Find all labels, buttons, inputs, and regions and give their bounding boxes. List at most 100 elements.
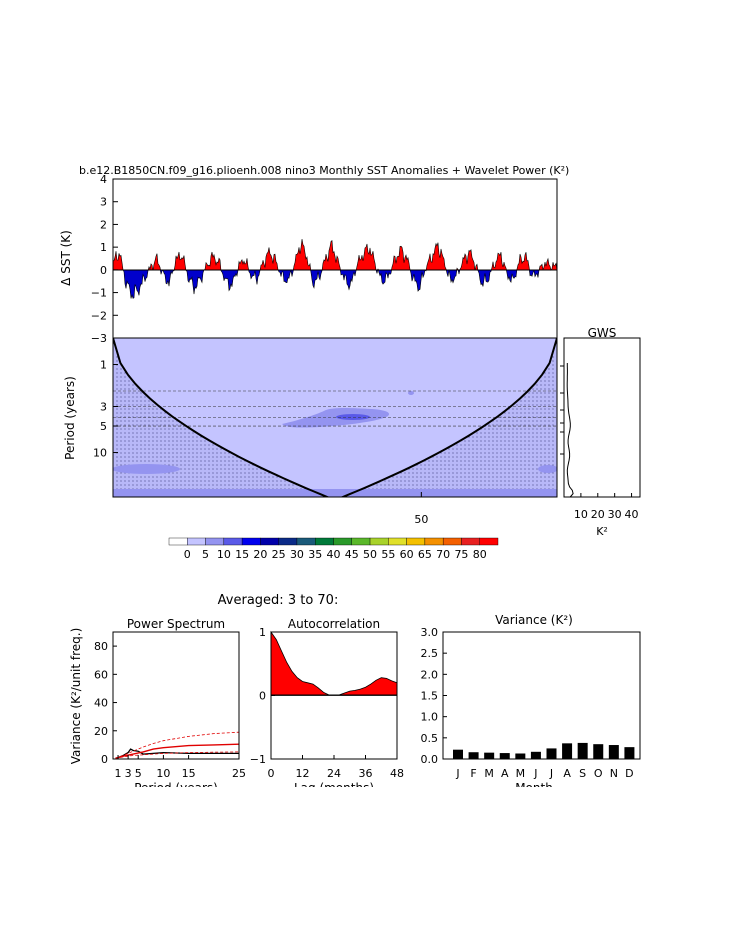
- colorbar-label: 45: [345, 548, 359, 561]
- variance-month-label: O: [594, 767, 603, 780]
- sst-y-tick-label: 3: [100, 196, 107, 209]
- power-spectrum-panel: Power Spectrum 0 20 40 60 80 1 3 5 10 15 25 Varia…: [69, 617, 246, 795]
- variance-bar: [562, 743, 573, 759]
- variance-frame: [442, 631, 641, 760]
- gws-x-axis-label: K²: [596, 525, 608, 538]
- power-spectrum-y-tick-label: 0: [101, 753, 108, 766]
- autocorrelation-x-tick-label: 24: [327, 767, 341, 780]
- variance-bars: [453, 742, 635, 759]
- gws-x-tick-label: 10: [574, 508, 588, 521]
- variance-bar: [577, 742, 588, 759]
- wavelet-power-panel: 1 3 5 10 50 Period (years): [63, 337, 558, 526]
- colorbar-label: 10: [217, 548, 231, 561]
- wavelet-contour-right: [538, 465, 557, 473]
- gws-x-tick-label: 20: [591, 508, 605, 521]
- colorbar-label: 80: [473, 548, 487, 561]
- colorbar-swatch: [333, 537, 352, 546]
- wavelet-contour-bottom: [113, 489, 557, 497]
- variance-bar: [484, 752, 495, 759]
- sst-negative-fill: [113, 269, 557, 299]
- colorbar-label: 65: [418, 548, 432, 561]
- sst-y-tick-label: 0: [100, 264, 107, 277]
- power-spectrum-y-axis-label: Variance (K²/unit freq.): [69, 628, 83, 765]
- colorbar-label: 25: [272, 548, 286, 561]
- autocorrelation-x-tick-label: 12: [296, 767, 310, 780]
- variance-bar: [546, 748, 557, 759]
- colorbar-label: 55: [381, 548, 395, 561]
- gws-x-tick-label: 30: [608, 508, 622, 521]
- power-spectrum-title: Power Spectrum: [127, 617, 225, 631]
- colorbar-swatch: [296, 537, 316, 546]
- autocorrelation-x-tick-label: 0: [268, 767, 275, 780]
- sst-positive-fill: [113, 239, 557, 270]
- variance-month-label: F: [470, 767, 476, 780]
- variance-bar: [608, 745, 619, 759]
- wavelet-y-tick-label: 3: [100, 401, 107, 414]
- power-spectrum-series-1: [115, 743, 239, 759]
- colorbar-swatch: [278, 537, 298, 546]
- wavelet-y-axis-label: Period (years): [63, 376, 77, 460]
- variance-month-label: M: [516, 767, 526, 780]
- gws-y-ticks: [560, 365, 564, 455]
- variance-month-label: J: [455, 767, 459, 780]
- colorbar-swatch: [187, 537, 206, 546]
- colorbar-swatch: [241, 537, 261, 546]
- colorbar-label: 35: [308, 548, 322, 561]
- variance-y-tick-label: 0.5: [421, 732, 439, 745]
- power-spectrum-series-3: [115, 751, 239, 759]
- colorbar-swatch: [168, 537, 188, 546]
- colorbar-label: 15: [235, 548, 249, 561]
- figure-title: b.e12.B1850CN.f09_g16.plioenh.008 nino3 …: [79, 164, 569, 177]
- autocorrelation-area: [270, 630, 398, 696]
- power-spectrum-x-tick-label: 25: [232, 767, 246, 780]
- wavelet-y-tick-label: 1: [100, 359, 107, 372]
- power-spectrum-y-tick-label: 40: [94, 697, 108, 710]
- colorbar-swatch: [223, 537, 243, 546]
- power-spectrum-series-2: [115, 731, 239, 759]
- sst-y-tick-label: −2: [91, 309, 107, 322]
- wavelet-contour-enso-peak: [336, 414, 370, 420]
- colorbar-label: 75: [454, 548, 468, 561]
- variance-y-tick-label: 0.0: [421, 753, 439, 766]
- colorbar-label: 30: [290, 548, 304, 561]
- colorbar-swatch: [388, 537, 407, 546]
- colorbar-swatch: [424, 537, 444, 546]
- colorbar-label: 40: [327, 548, 341, 561]
- autocorrelation-x-tick-label: 36: [359, 767, 373, 780]
- power-spectrum-x-tick-label: 5: [135, 767, 142, 780]
- gws-frame: [563, 337, 641, 498]
- colorbar-swatch: [351, 537, 371, 546]
- autocorrelation-y-tick-label: 1: [259, 626, 266, 639]
- variance-bar: [499, 753, 510, 759]
- colorbar-label: 50: [363, 548, 377, 561]
- variance-bar: [624, 747, 635, 759]
- wavelet-y-tick-label: 5: [100, 420, 107, 433]
- sst-y-tick-label: −1: [91, 287, 107, 300]
- power-spectrum-x-tick-label: 15: [182, 767, 196, 780]
- autocorrelation-title: Autocorrelation: [288, 617, 380, 631]
- variance-y-ticks: 0.0 0.5 1.0 1.5 2.0 2.5 3.0: [421, 626, 447, 766]
- colorbar-label: 20: [253, 548, 267, 561]
- autocorrelation-y-ticks: −1 0 1: [250, 626, 275, 766]
- power-spectrum-y-tick-label: 60: [94, 668, 108, 681]
- wavelet-x-tick-label: 50: [414, 513, 428, 526]
- gws-x-tick-label: 40: [625, 508, 639, 521]
- variance-bar: [453, 749, 463, 759]
- power-spectrum-y-tick-label: 80: [94, 640, 108, 653]
- colorbar-swatch: [260, 537, 279, 546]
- power-spectrum-frame: [112, 631, 240, 760]
- colorbar-label: 5: [202, 548, 209, 561]
- sst-y-tick-label: 4: [100, 173, 107, 186]
- variance-month-label: A: [501, 767, 509, 780]
- wavelet-y-tick-label: 10: [93, 447, 107, 460]
- sst-line: [112, 239, 558, 299]
- variance-bar: [515, 753, 526, 759]
- colorbar-label: 70: [436, 548, 450, 561]
- variance-y-tick-label: 3.0: [421, 626, 439, 639]
- gws-panel: GWS 10 20 30 40 K²: [560, 326, 641, 538]
- variance-month-label: A: [563, 767, 571, 780]
- autocorrelation-y-tick-label: 0: [259, 690, 266, 703]
- wavelet-x-ticks: 50: [414, 492, 428, 526]
